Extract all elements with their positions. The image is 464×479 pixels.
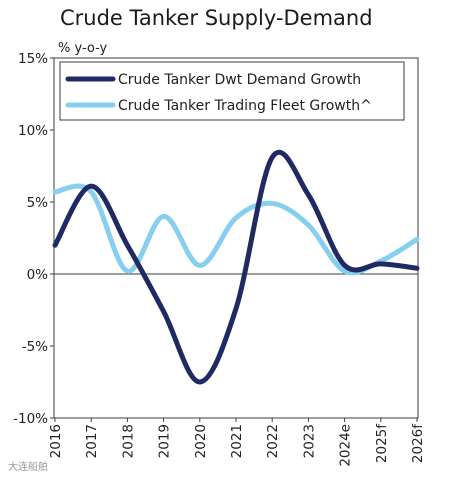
legend: Crude Tanker Dwt Demand Growth Crude Tank… [59, 61, 405, 121]
x-tick-label: 2017 [84, 424, 100, 458]
x-tick-label: 2026f [410, 423, 426, 463]
y-tick-label: 15% [18, 51, 48, 67]
x-tick-label: 2024e [338, 424, 354, 467]
y-axis-unit-label: % y-o-y [58, 41, 108, 56]
y-tick-label: -10% [13, 411, 48, 427]
y-tick-label: -5% [22, 339, 48, 355]
y-tick-label: 0% [27, 267, 49, 283]
x-tick-label: 2022 [265, 424, 281, 458]
series-layer [52, 149, 420, 385]
watermark-logo: 大连船舶 [8, 462, 48, 473]
series-line-demand-growth [52, 149, 420, 385]
y-tick-label: 5% [27, 195, 49, 211]
series-line-fleet-growth [52, 183, 420, 276]
legend-label: Crude Tanker Trading Fleet Growth^ [118, 98, 372, 114]
x-tick-label: 2019 [157, 424, 173, 458]
x-tick-label: 2025f [374, 423, 390, 463]
x-tick-label: 2018 [120, 424, 136, 458]
x-tick-label: 2020 [193, 424, 209, 458]
legend-box [59, 61, 405, 121]
y-tick-label: 10% [18, 123, 48, 139]
x-tick-label: 2023 [301, 424, 317, 458]
x-tick-label: 2016 [48, 424, 64, 458]
legend-label: Crude Tanker Dwt Demand Growth [118, 72, 361, 88]
chart-title: Crude Tanker Supply-Demand [60, 6, 373, 30]
x-tick-label: 2021 [229, 424, 245, 458]
